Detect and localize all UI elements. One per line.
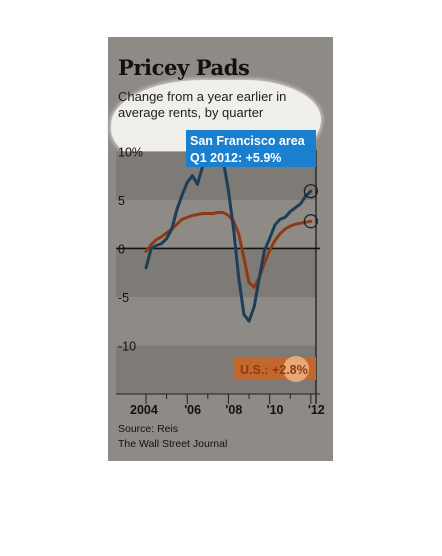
y-tick-label: 0 — [118, 242, 125, 256]
source-note: Source: Reis — [118, 423, 179, 435]
series-lines — [144, 140, 313, 323]
y-tick-label: 10% — [118, 145, 143, 159]
series-callouts: San Francisco area Q1 2012: +5.9% U.S.: +2… — [186, 130, 316, 382]
endpoint-marker-us — [303, 214, 318, 229]
publisher-credit: The Wall Street Journal — [118, 438, 228, 450]
san-francisco-callout-value: Q1 2012: +5.9% — [190, 151, 281, 165]
x-tick-label: '10 — [267, 403, 284, 417]
us-callout-glow — [283, 356, 309, 382]
chart-title: Pricey Pads — [118, 55, 250, 80]
x-tick-label: 2004 — [130, 403, 158, 417]
y-tick-label: -10 — [118, 339, 136, 353]
endpoint-markers — [303, 184, 318, 229]
chart-subtitle: Change from a year earlier in average re… — [118, 89, 287, 120]
y-tick-label: -5 — [118, 291, 129, 305]
san-francisco-callout-box — [186, 130, 316, 167]
series-line-san-francisco — [144, 140, 313, 323]
x-tick-label: '08 — [225, 403, 242, 417]
background-band-1 — [116, 248, 316, 297]
tick-labels: 10% 5 0 -5 -10 2004 '06 '08 '10 '12 — [118, 145, 325, 417]
y-tick-label: 5 — [118, 194, 125, 208]
x-tick-label: '06 — [184, 403, 201, 417]
x-tick-label: '12 — [308, 403, 325, 417]
san-francisco-callout-name: San Francisco area — [190, 134, 306, 148]
us-callout-label: U.S.: +2.8% — [240, 363, 308, 377]
endpoint-marker-san-francisco — [303, 184, 318, 199]
